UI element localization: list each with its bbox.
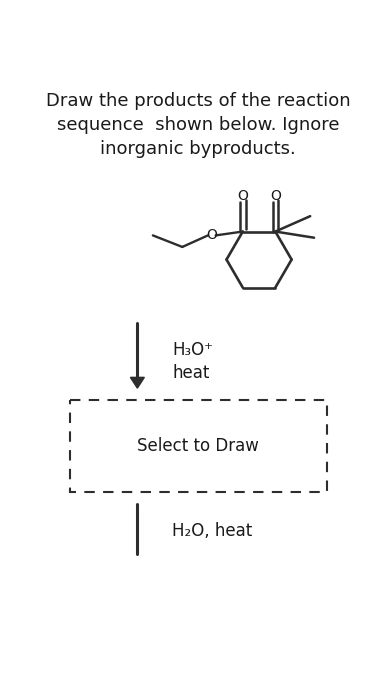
Text: O: O: [270, 189, 281, 203]
Text: O: O: [207, 228, 217, 242]
Text: O: O: [237, 189, 248, 203]
Text: H₃O⁺: H₃O⁺: [172, 341, 213, 358]
Text: Select to Draw: Select to Draw: [137, 437, 259, 455]
Text: Draw the products of the reaction
sequence  shown below. Ignore
inorganic byprod: Draw the products of the reaction sequen…: [46, 92, 350, 158]
Polygon shape: [130, 377, 144, 388]
Text: heat: heat: [172, 364, 210, 382]
Text: H₂O, heat: H₂O, heat: [172, 522, 252, 540]
